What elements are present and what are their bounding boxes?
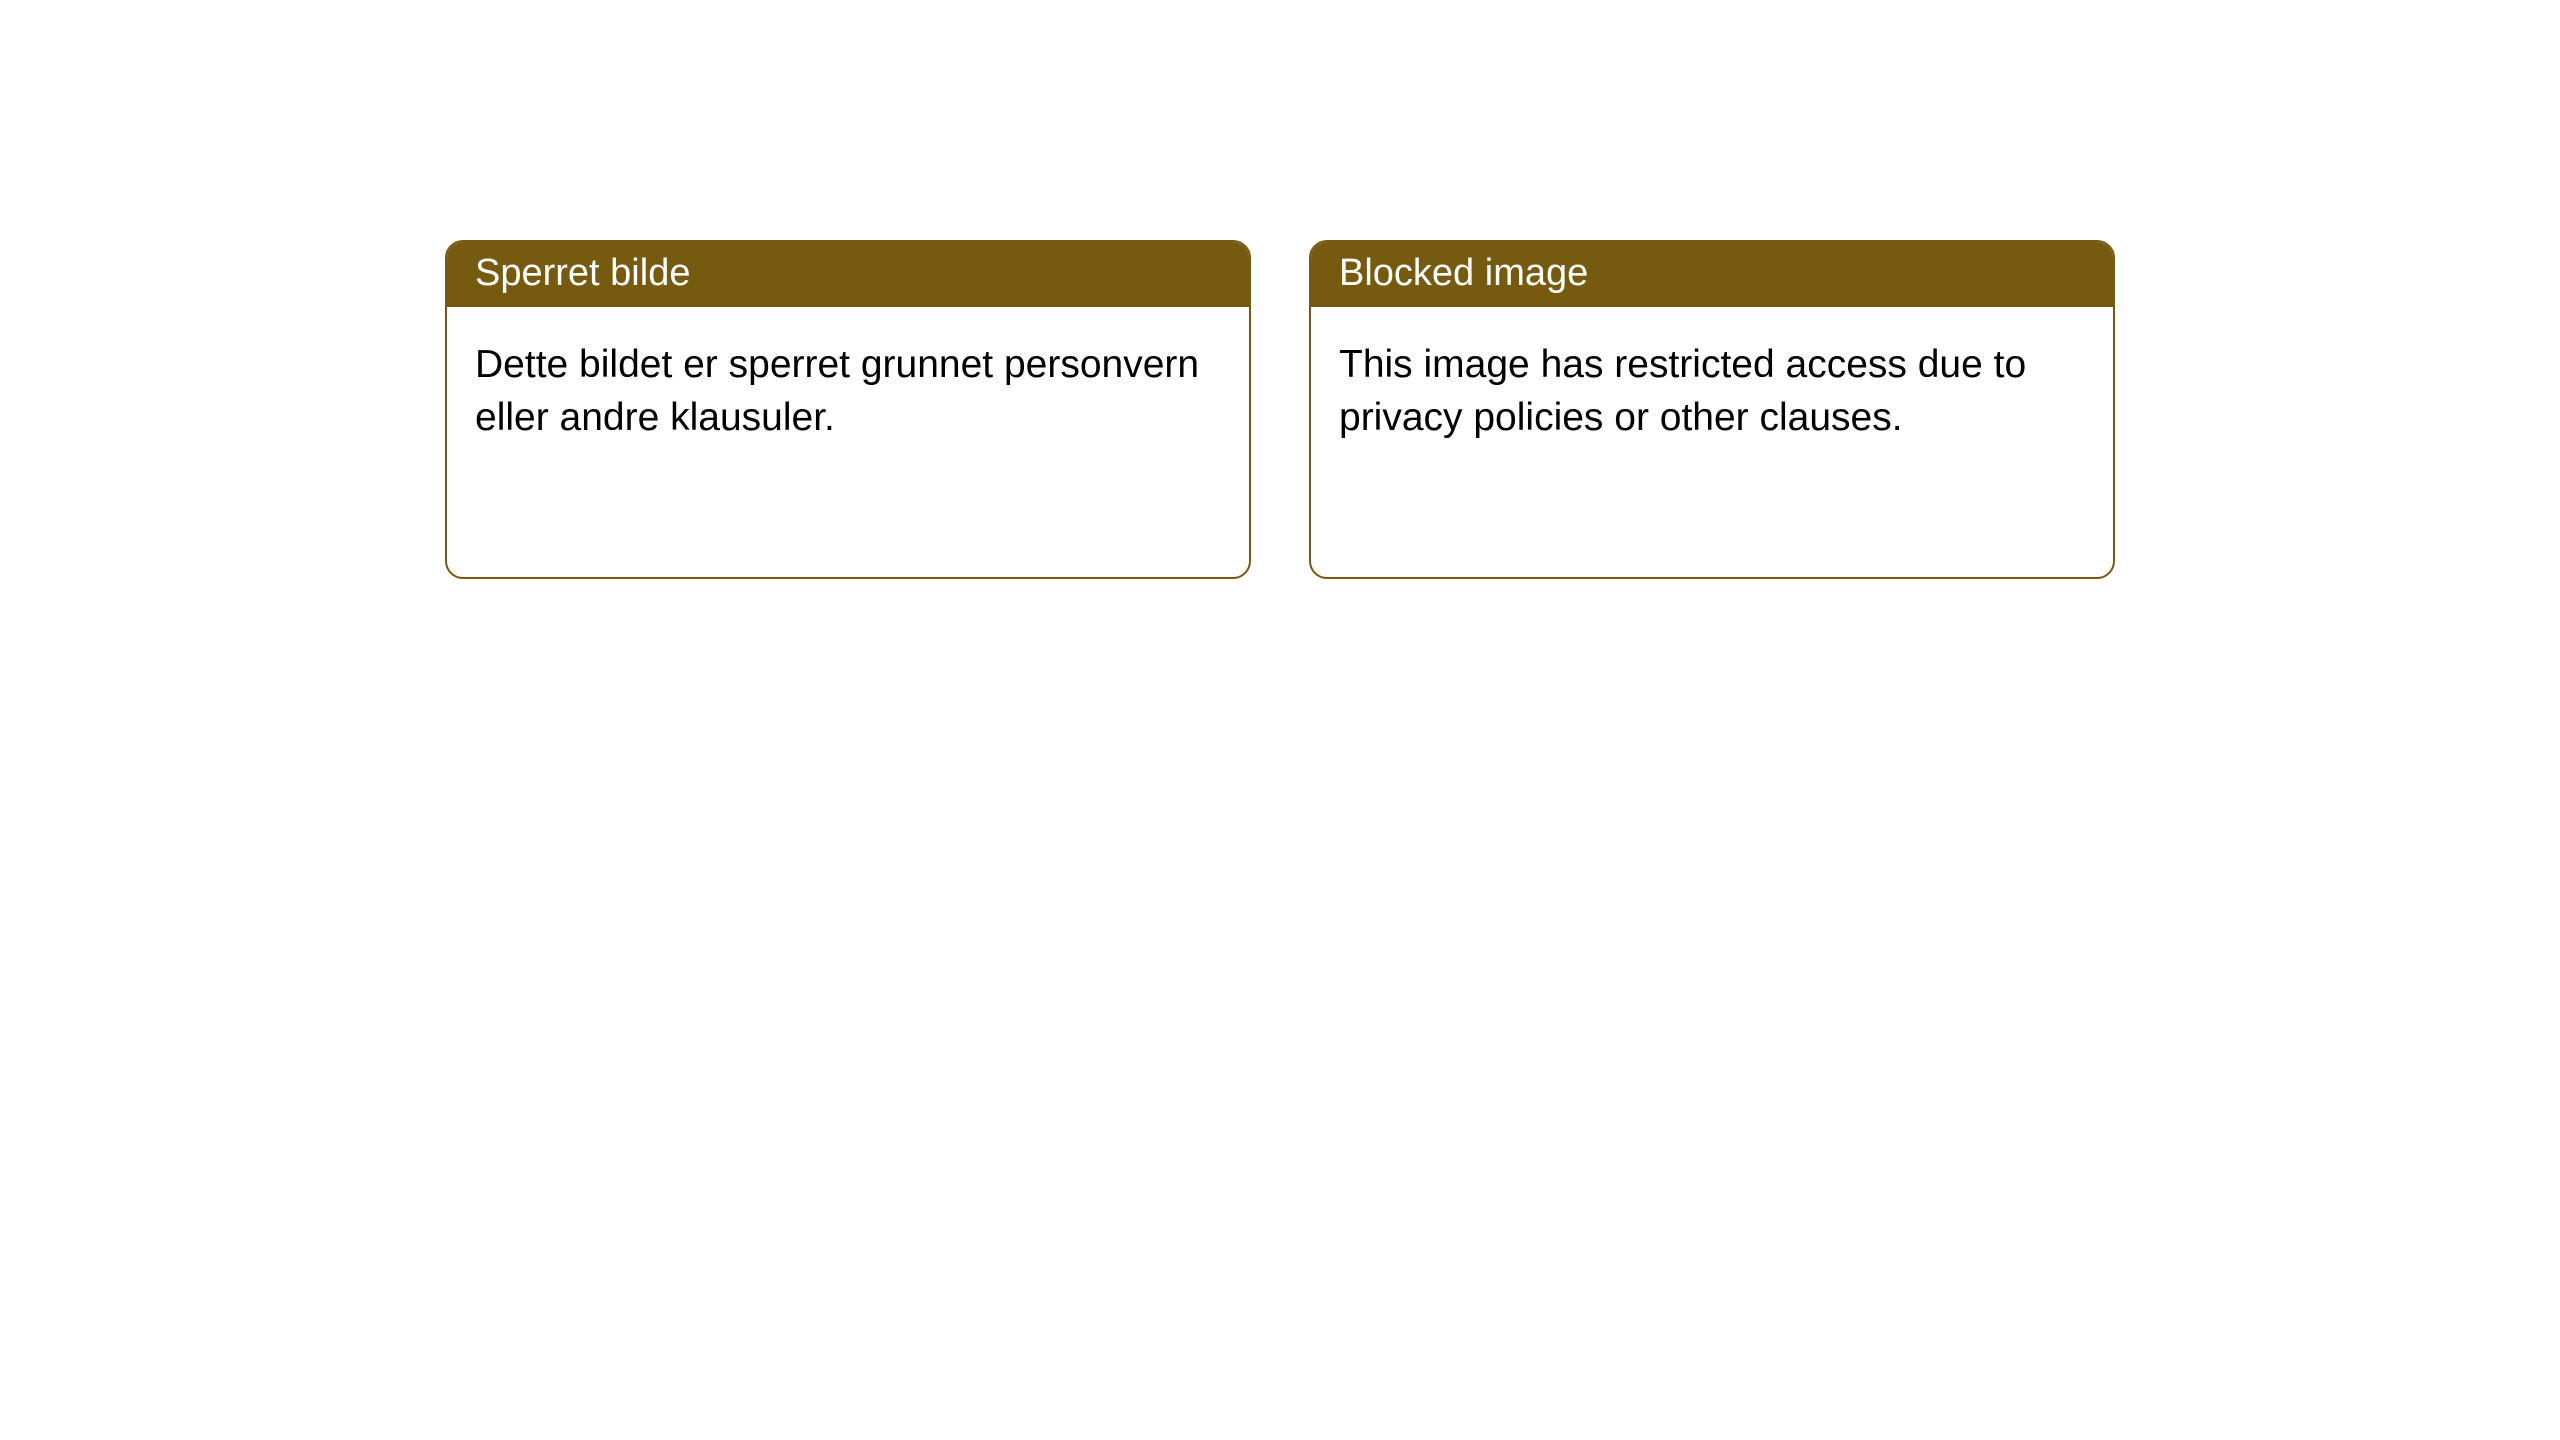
notice-container: Sperret bilde Dette bildet er sperret gr… <box>445 240 2115 579</box>
notice-card-norwegian: Sperret bilde Dette bildet er sperret gr… <box>445 240 1251 579</box>
notice-body: Dette bildet er sperret grunnet personve… <box>447 307 1249 577</box>
notice-card-english: Blocked image This image has restricted … <box>1309 240 2115 579</box>
notice-header: Blocked image <box>1311 242 2113 307</box>
notice-body: This image has restricted access due to … <box>1311 307 2113 577</box>
notice-header: Sperret bilde <box>447 242 1249 307</box>
